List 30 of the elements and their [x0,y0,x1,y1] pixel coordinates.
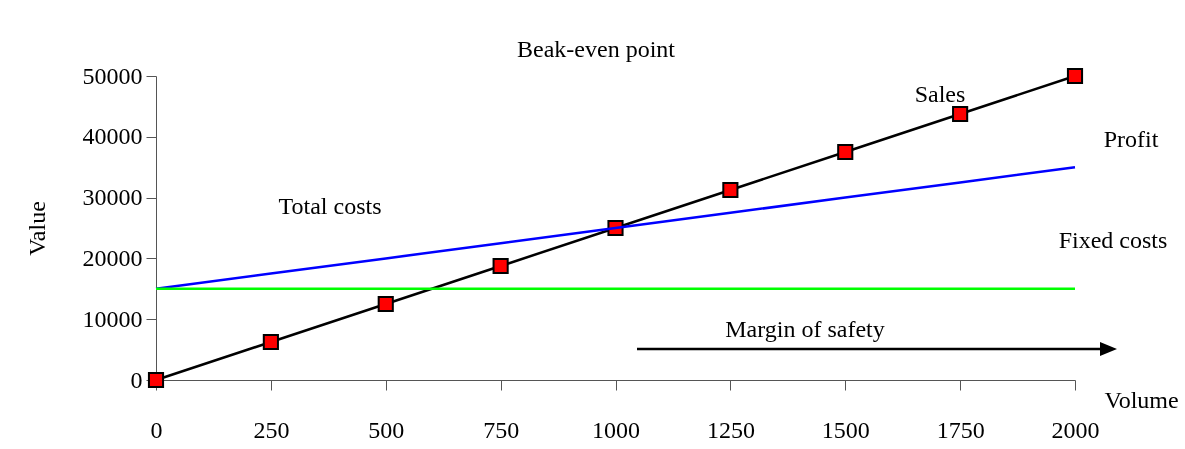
annotation: Total costs [278,193,382,219]
y-tick-label: 40000 [82,123,143,150]
point [722,181,739,199]
y-tick-label: 10000 [82,305,143,332]
point [837,143,854,161]
annotation: Margin of safety [725,316,885,342]
text: Profit [1103,126,1159,152]
x-tick-label: 250 [253,416,290,443]
x-tick-label: 750 [483,416,520,443]
y-tick-label: 0 [130,366,143,393]
text: Beak-even point [517,36,676,62]
y-tick-label: 30000 [82,184,143,211]
x-tick-label: 2000 [1051,416,1100,443]
y-tick-label: 50000 [82,62,143,89]
x-tick-label: 500 [368,416,405,443]
y-tick-label: 20000 [82,244,143,271]
point [262,333,279,351]
x-tick-label: 1750 [936,416,985,443]
point [1066,67,1084,85]
y-axis-title: Value [23,201,50,256]
point [952,105,969,123]
annotation: Sales [914,81,966,107]
annotation: Fixed costs [1058,227,1168,253]
point [492,257,509,275]
point [377,295,394,313]
x-axis-title: Volume [1104,386,1179,413]
x-tick-label: 1250 [706,416,755,443]
x-tick-label: 1500 [821,416,870,443]
x-tick-label: 0 [150,416,163,443]
x-tick-label: 1000 [592,416,640,443]
